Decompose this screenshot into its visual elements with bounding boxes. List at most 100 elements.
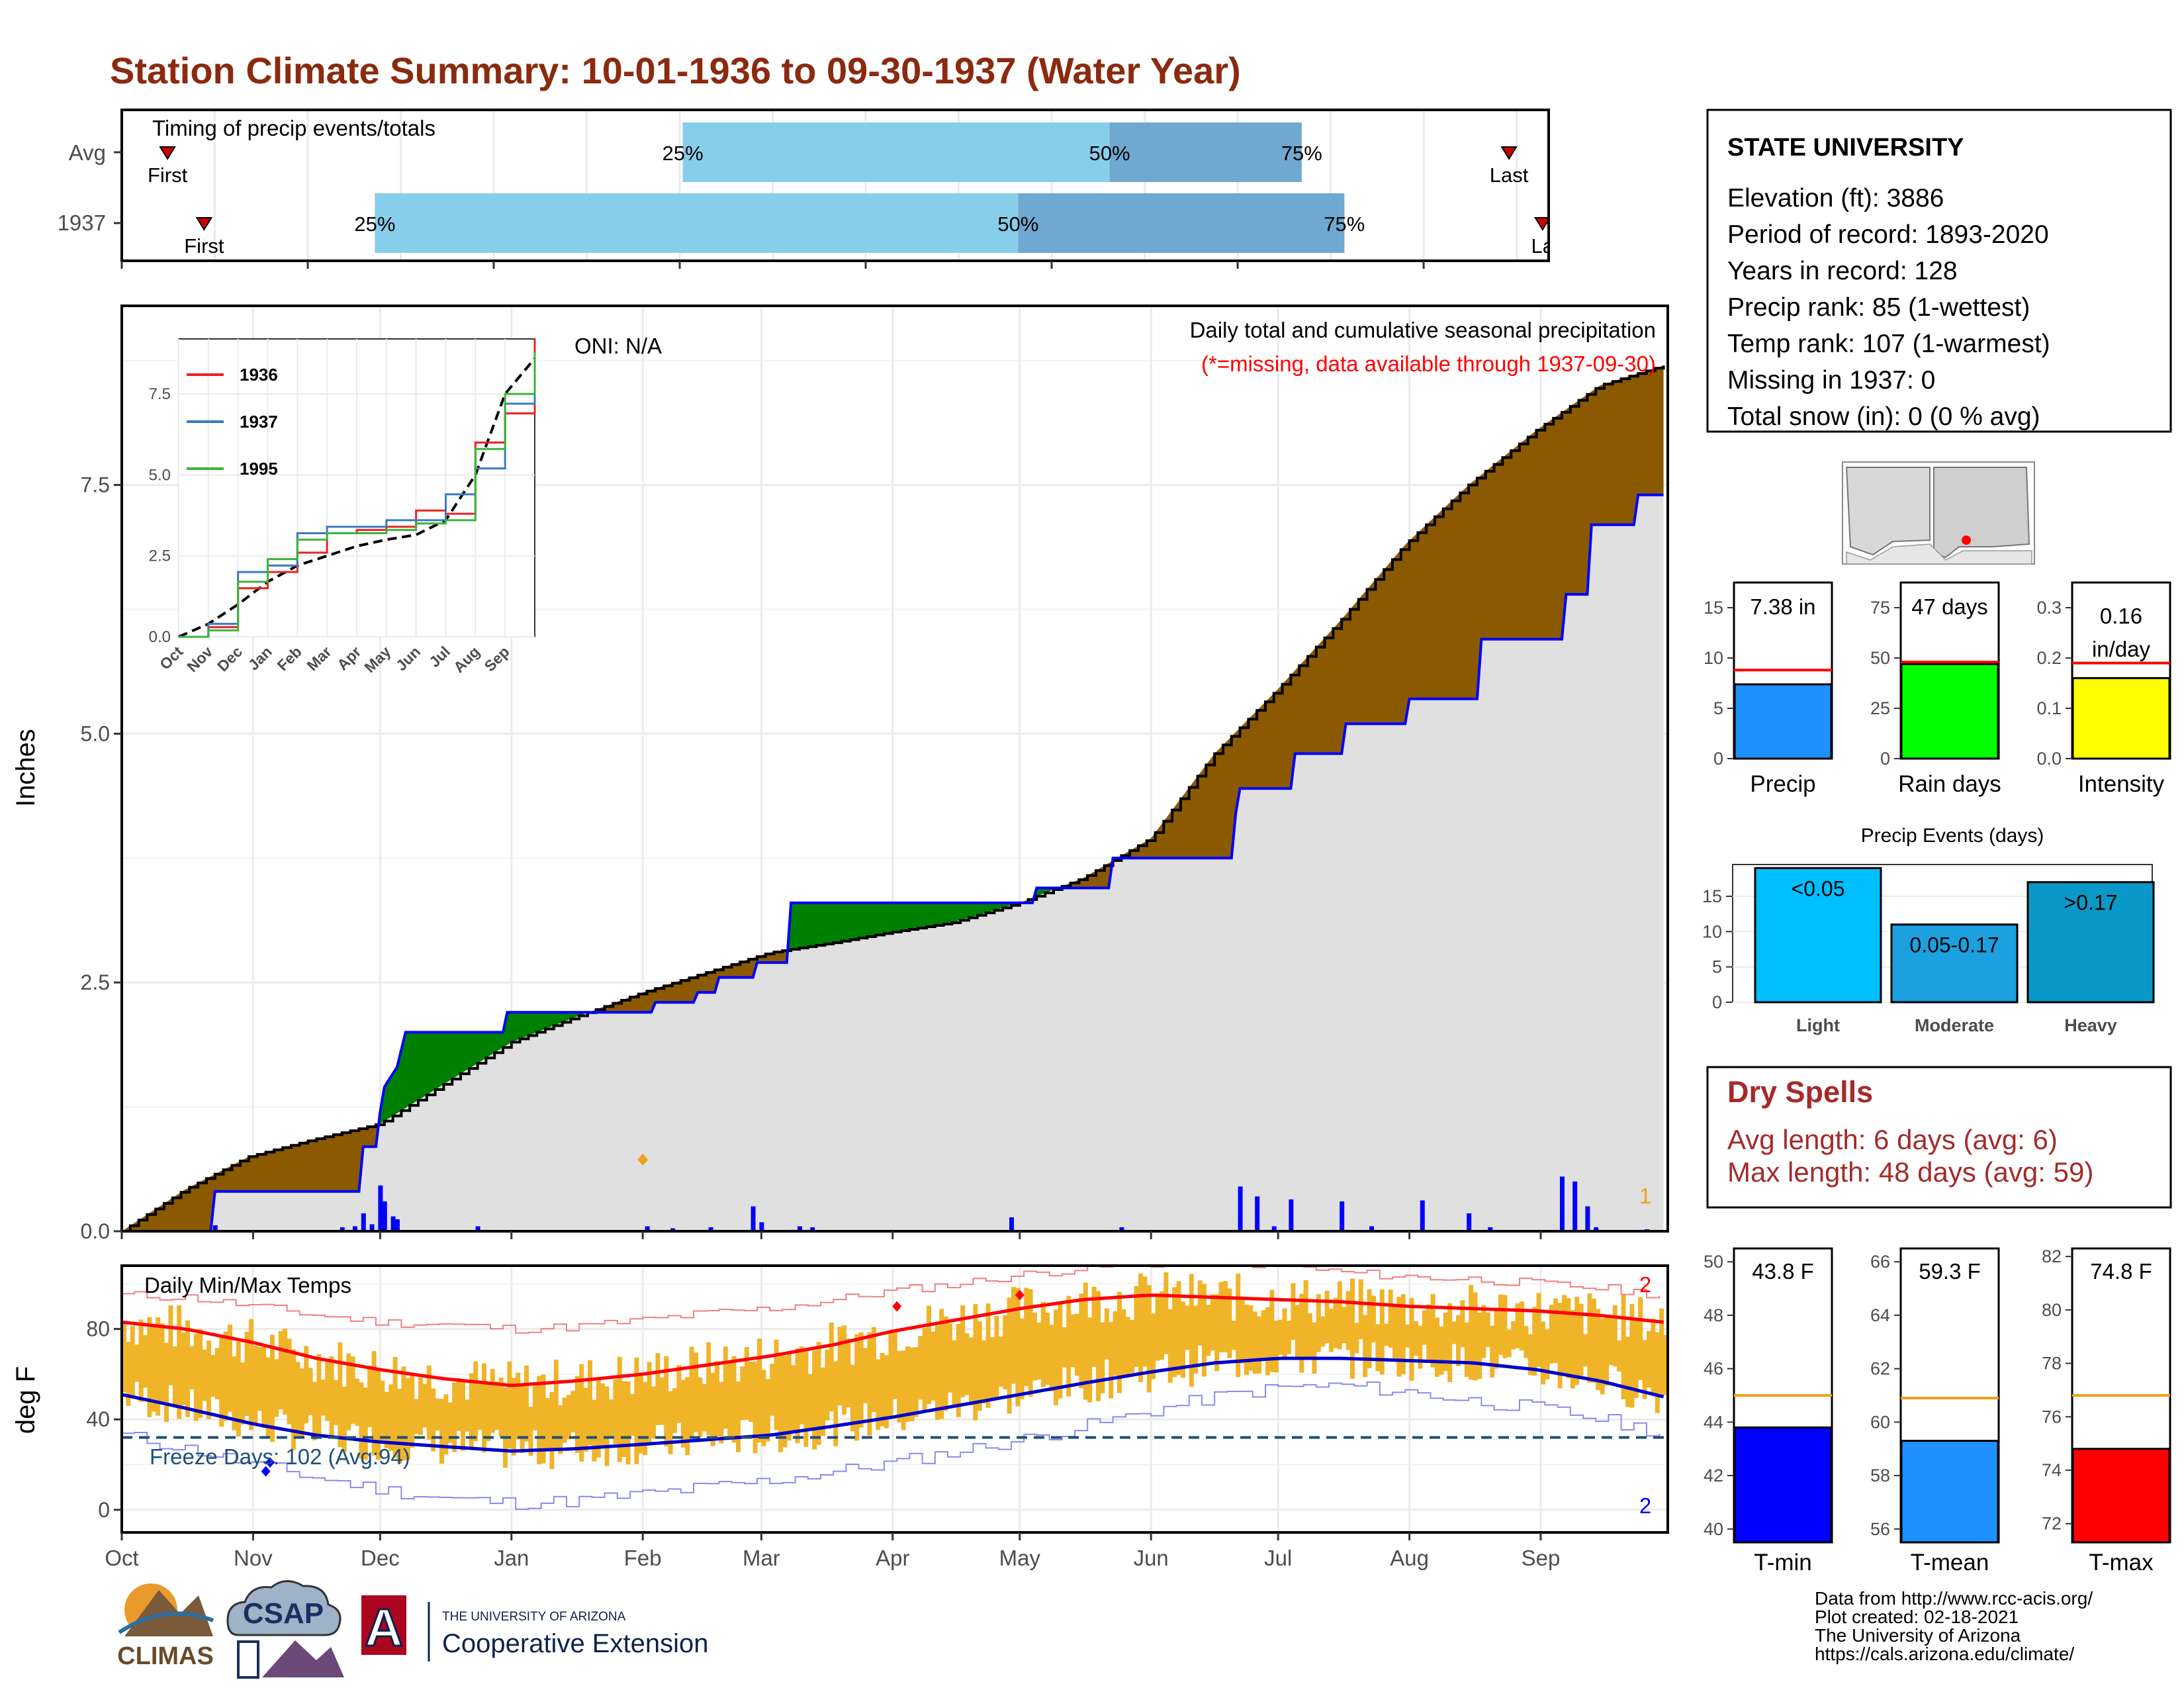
daily-temp-bar (672, 1388, 677, 1433)
daily-temp-bar (1625, 1336, 1630, 1407)
daily-temp-bar (384, 1391, 389, 1448)
precip-panel: 0.0 2.5 5.0 7.5 Inches ONI: N/A Daily total… (11, 305, 1669, 1243)
month-label: Oct (105, 1546, 138, 1570)
daily-temp-bar (897, 1350, 902, 1423)
summary-bar-ytick-label: 10 (1704, 648, 1723, 668)
daily-temp-bar (198, 1329, 203, 1419)
daily-temp-bar (490, 1369, 495, 1433)
daily-temp-bar (1075, 1313, 1079, 1376)
daily-temp-bar (1210, 1294, 1215, 1351)
daily-temp-bar (821, 1367, 825, 1436)
daily-temp-bar (1032, 1312, 1037, 1381)
daily-temp-bar (524, 1365, 529, 1442)
daily-precip-bar (1488, 1227, 1493, 1231)
extreme-count-label: 1 (1639, 1184, 1651, 1208)
daily-temp-bar (562, 1397, 567, 1443)
summary-bar-value-label: 0.16 (2100, 604, 2142, 628)
precip-ytick-label: 2.5 (81, 970, 110, 994)
daily-temp-bar (1485, 1312, 1490, 1348)
daily-temp-bar (287, 1338, 292, 1425)
daily-temp-bar (494, 1382, 500, 1430)
daily-temp-bar (846, 1338, 851, 1408)
daily-temp-bar (1202, 1284, 1206, 1377)
ua-logo-small-text: THE UNIVERSITY OF ARIZONA (442, 1610, 626, 1624)
daily-temp-bar (371, 1351, 377, 1456)
daily-precip-bar (1340, 1201, 1345, 1231)
daily-temp-bar (765, 1379, 770, 1442)
daily-temp-bar (138, 1319, 144, 1402)
daily-temp-bar (1019, 1318, 1024, 1399)
daily-temp-bar (1303, 1280, 1308, 1358)
daily-temp-bar (185, 1320, 190, 1417)
dry-spells-avg: Avg length: 6 days (avg: 6) (1727, 1124, 2058, 1155)
daily-temp-bar (270, 1335, 275, 1442)
temp-bar-ytick-label: 60 (1870, 1412, 1890, 1432)
daily-temp-bar (736, 1381, 741, 1452)
daily-temp-bar (486, 1383, 491, 1442)
precip-ytick-label: 0.0 (81, 1219, 110, 1243)
temp-marks (122, 1266, 1668, 1510)
daily-temp-bar (1418, 1325, 1423, 1369)
daily-temp-bar (1405, 1324, 1410, 1348)
daily-temp-bar (532, 1385, 537, 1430)
page-title: Station Climate Summary: 10-01-1936 to 0… (110, 50, 1241, 91)
daily-temp-bar (638, 1372, 643, 1454)
daily-temp-bar (858, 1332, 864, 1428)
temp-bar-ytick-label: 62 (1870, 1359, 1890, 1379)
daily-temp-bar (1015, 1288, 1021, 1407)
summary-bar-category-label: Rain days (1898, 771, 2001, 797)
daily-temp-bar (1028, 1289, 1033, 1397)
inset-legend-label-1937: 1937 (240, 412, 278, 432)
daily-temp-bar (193, 1333, 199, 1421)
logo-climas: CLIMAS (117, 1583, 214, 1670)
daily-temp-bar (240, 1362, 246, 1425)
timing-row-label-avg: Avg (69, 140, 106, 165)
record-low-marker (261, 1466, 271, 1477)
daily-temp-bar (507, 1361, 512, 1449)
csap-logo-text: CSAP (243, 1597, 324, 1630)
ua-logo-shield-icon (361, 1595, 406, 1655)
station-line-snow: Total snow (in): 0 (0 % avg) (1727, 402, 2040, 431)
daily-temp-bar (884, 1355, 889, 1429)
daily-temp-bar (253, 1345, 258, 1425)
daily-temp-bar (706, 1342, 711, 1436)
temp-summary-bars: 40 42 44 46 48 50 43.8 F T-min 56 58 60 62 64 66 59.3 … (1704, 1246, 2171, 1575)
daily-temp-bar (570, 1391, 576, 1432)
daily-temp-bar (761, 1370, 766, 1446)
daily-temp-bar (1100, 1322, 1105, 1393)
daily-temp-bar (1278, 1319, 1283, 1355)
daily-precip-bar (759, 1222, 764, 1231)
daily-temp-bar (1557, 1303, 1563, 1389)
daily-temp-bar (1612, 1305, 1617, 1367)
events-bar-label: <0.05 (1792, 876, 1845, 900)
daily-temp-bar (214, 1348, 220, 1400)
daily-temp-bar (1036, 1323, 1042, 1380)
daily-temp-bar (698, 1377, 703, 1437)
daily-temp-bar (1409, 1297, 1414, 1381)
daily-temp-bar (465, 1399, 470, 1432)
daily-temp-bar (346, 1353, 351, 1430)
daily-temp-bar (1248, 1305, 1253, 1371)
daily-temp-bar (1062, 1327, 1067, 1368)
summary-bar-ytick-label: 5 (1713, 698, 1723, 718)
timing-marker-last (1500, 146, 1518, 160)
daily-temp-bar (909, 1347, 915, 1421)
timing-panel: 25% 50% 75% First Last 25% 50% 75% First La Timin… (58, 109, 1550, 269)
daily-temp-bar (1142, 1276, 1148, 1367)
daily-temp-bar (1333, 1297, 1338, 1348)
temp-panel-title: Daily Min/Max Temps (144, 1273, 351, 1297)
daily-precip-bar (1467, 1213, 1472, 1231)
footer-line-url: https://cals.arizona.edu/climate/ (1815, 1644, 2074, 1664)
daily-temp-bar (1337, 1281, 1342, 1350)
daily-temp-bar (1329, 1308, 1334, 1352)
daily-temp-bar (1655, 1332, 1660, 1413)
events-ytick-label: 10 (1702, 921, 1722, 941)
month-label: Sep (1522, 1546, 1561, 1570)
daily-temp-bar (1045, 1313, 1050, 1385)
daily-temp-bar (1324, 1290, 1330, 1344)
daily-temp-bar (613, 1379, 618, 1444)
daily-temp-bar (1287, 1321, 1291, 1354)
daily-temp-bar (1541, 1321, 1545, 1385)
daily-precip-bar (1585, 1206, 1590, 1231)
daily-temp-bar (1066, 1295, 1071, 1397)
